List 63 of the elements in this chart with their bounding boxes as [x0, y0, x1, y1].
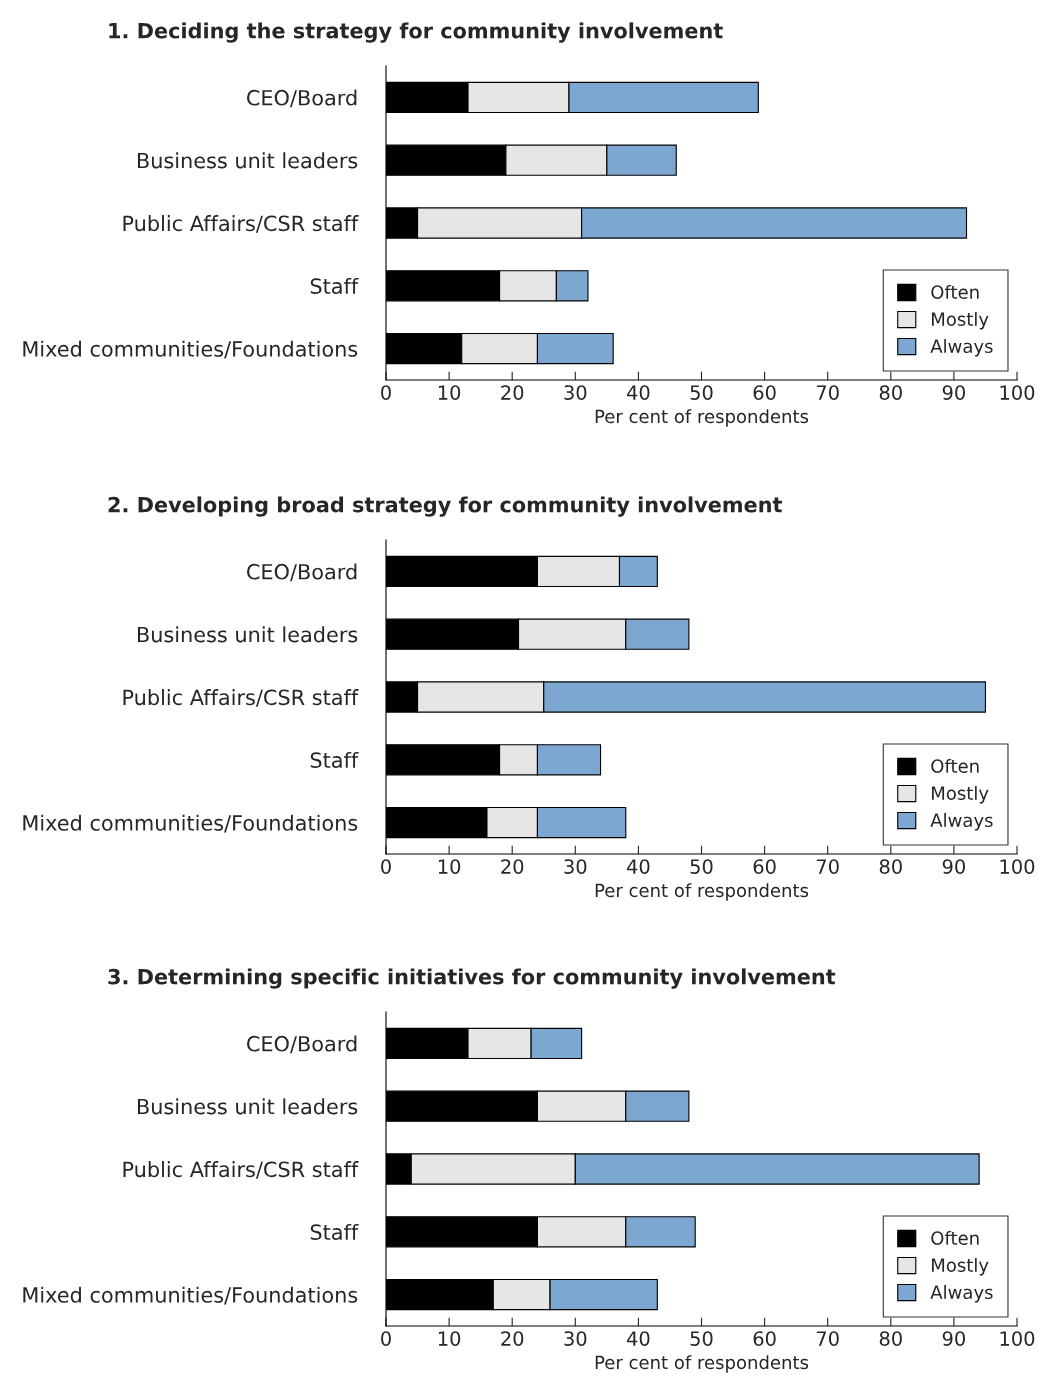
- x-tick-label: 0: [381, 385, 391, 400]
- y-tick-label: Business unit leaders: [137, 626, 358, 643]
- y-tick-label: CEO/Board: [247, 89, 357, 108]
- x-tick-label: 10: [438, 859, 461, 874]
- x-tick-label: 80: [879, 859, 902, 874]
- x-tick-label: 10: [438, 1331, 461, 1346]
- x-tick-label: 100: [1000, 1331, 1035, 1346]
- x-tick-label: 50: [690, 1331, 713, 1346]
- x-tick-label: 30: [564, 1331, 587, 1346]
- y-tick-label: CEO/Board: [247, 1035, 357, 1054]
- legend-label: Mostly: [932, 312, 989, 330]
- x-tick-label: 90: [942, 859, 965, 874]
- y-tick-label: Mixed communities/Foundations: [23, 814, 358, 833]
- x-tick-label: 40: [626, 1331, 650, 1346]
- y-tick-label: Staff: [310, 1223, 359, 1241]
- legend-label: Always: [930, 1285, 993, 1303]
- y-tick-label: Mixed communities/Foundations: [23, 340, 358, 359]
- y-tick-label: Public Affairs/CSR staff: [123, 689, 359, 707]
- x-tick-label: 20: [501, 859, 524, 874]
- x-tick-label: 70: [816, 859, 839, 874]
- legend-label: Often: [931, 758, 979, 773]
- x-tick-label: 60: [753, 385, 776, 400]
- x-tick-label: 50: [690, 859, 713, 874]
- y-tick-label: Public Affairs/CSR staff: [123, 215, 359, 233]
- x-tick-label: 50: [690, 385, 713, 400]
- x-tick-label: 60: [753, 859, 776, 874]
- x-tick-label: 60: [753, 1331, 776, 1346]
- x-tick-label: 40: [626, 859, 650, 874]
- x-tick-label: 80: [879, 385, 902, 400]
- x-tick-label: 70: [816, 1331, 839, 1346]
- y-tick-label: Business unit leaders: [137, 152, 358, 169]
- x-tick-label: 100: [1000, 385, 1035, 400]
- chart-title: 3. Determining specific initiatives for community involvement: [108, 968, 836, 989]
- x-tick-label: 10: [438, 385, 461, 400]
- x-tick-label: 90: [942, 385, 965, 400]
- x-tick-label: 90: [942, 1331, 965, 1346]
- legend-label: Often: [931, 1230, 979, 1245]
- legend-label: Always: [930, 339, 993, 357]
- x-tick-label: 30: [564, 385, 587, 400]
- y-tick-label: Business unit leaders: [137, 1098, 358, 1115]
- y-tick-label: Staff: [310, 277, 359, 295]
- x-tick-label: 30: [564, 859, 587, 874]
- x-tick-label: 0: [381, 859, 391, 874]
- x-axis-title: Per cent of respondents: [595, 883, 809, 901]
- x-tick-label: 20: [501, 1331, 524, 1346]
- x-tick-label: 80: [879, 1331, 902, 1346]
- x-tick-label: 0: [381, 1331, 391, 1346]
- legend-label: Always: [930, 813, 993, 831]
- chart-title: 1. Deciding the strategy for community involvement: [109, 22, 723, 43]
- y-tick-label: Staff: [310, 751, 359, 769]
- x-axis-title: Per cent of respondents: [595, 1355, 809, 1373]
- legend-label: Mostly: [932, 786, 989, 804]
- x-tick-label: 100: [1000, 859, 1035, 874]
- x-tick-label: 20: [501, 385, 524, 400]
- x-axis-title: Per cent of respondents: [595, 409, 809, 427]
- y-tick-label: Mixed communities/Foundations: [23, 1286, 358, 1305]
- x-tick-label: 70: [816, 385, 839, 400]
- chart-title: 2. Developing broad strategy for community involvement: [108, 496, 782, 517]
- y-tick-label: CEO/Board: [247, 563, 357, 582]
- legend-label: Mostly: [932, 1258, 989, 1276]
- x-tick-label: 40: [626, 385, 650, 400]
- legend-label: Often: [931, 284, 979, 299]
- y-tick-label: Public Affairs/CSR staff: [123, 1161, 359, 1179]
